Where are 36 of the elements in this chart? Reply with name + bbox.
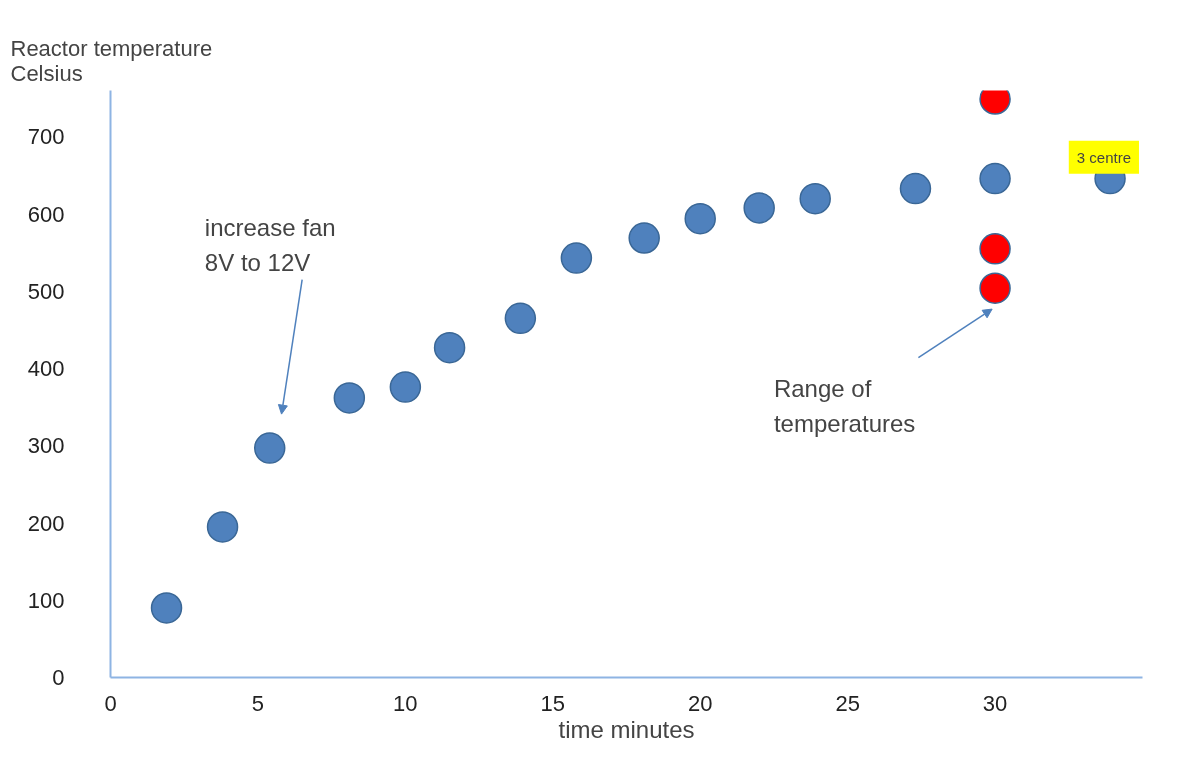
x-axis-title: time minutes [558,715,695,743]
y-tick-label: 300 [27,433,65,459]
point [333,382,366,414]
point [979,162,1011,195]
y-tick-label: 0 [52,665,65,690]
point [628,222,660,254]
point [799,182,831,215]
x-tick-label: 25 [835,690,860,716]
point [560,242,593,274]
y-tick-label: 600 [27,201,65,227]
x-tick-label: 30 [982,690,1008,716]
y-tick-label: 500 [27,278,65,304]
x-tick-label: 20 [687,690,713,716]
point [433,331,466,364]
x-tick-label: 10 [393,690,418,716]
point [504,302,537,335]
annotation: 3 centre [1076,148,1131,166]
point [206,511,239,543]
point [253,432,286,464]
point [979,272,1011,304]
x-tick-label: 0 [104,690,117,716]
x-tick-label: 15 [540,690,566,716]
y-tick-label: 100 [27,587,65,613]
x-tick-label: 5 [251,690,265,716]
y-tick-label: 200 [27,510,65,536]
annotation: Range of temperatures [773,374,916,437]
point [899,172,932,205]
y-axis-title: Reactor temperature Celsius [10,35,213,86]
y-tick-label: 700 [27,124,65,150]
point [743,192,775,224]
y-tick-label: 400 [27,356,65,382]
point [684,202,716,235]
point [979,233,1011,265]
annotation: increase fan 8V to 12V [204,214,336,277]
point [150,592,183,624]
point [389,371,422,403]
